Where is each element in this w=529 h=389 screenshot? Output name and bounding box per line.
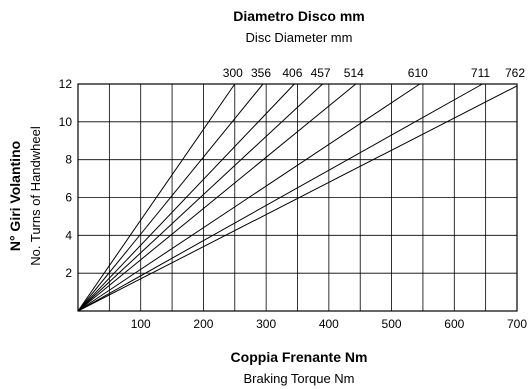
x-axis-sublabel: Braking Torque Nm bbox=[243, 371, 354, 386]
series-line-457 bbox=[77, 83, 323, 312]
series-label-711: 711 bbox=[471, 66, 490, 80]
y-tick-label: 8 bbox=[65, 153, 72, 167]
x-tick-label: 200 bbox=[193, 317, 213, 331]
series-label-762: 762 bbox=[505, 66, 525, 80]
x-tick-labels: 100 200 300 400 500 600 700 bbox=[131, 317, 528, 331]
x-tick-label: 500 bbox=[382, 317, 402, 331]
chart-subtitle: Disc Diameter mm bbox=[246, 30, 353, 45]
series-line-711 bbox=[77, 83, 483, 312]
series-line-610 bbox=[77, 83, 421, 312]
chart-title: Diametro Disco mm bbox=[233, 8, 364, 24]
grid bbox=[78, 84, 517, 311]
x-tick-label: 400 bbox=[319, 317, 339, 331]
x-tick-label: 100 bbox=[131, 317, 151, 331]
series-line-514 bbox=[77, 83, 357, 312]
x-tick-label: 700 bbox=[507, 317, 527, 331]
x-tick-label: 300 bbox=[256, 317, 276, 331]
series-line-406 bbox=[77, 83, 295, 312]
y-tick-labels: 2 4 6 8 10 12 bbox=[59, 77, 73, 280]
y-axis-label: N° Giri Volantino bbox=[7, 141, 23, 251]
series-label-356: 356 bbox=[251, 66, 271, 80]
x-tick-label: 600 bbox=[444, 317, 464, 331]
y-axis-sublabel: No. Turns of Handwheel bbox=[28, 126, 43, 266]
series-lines bbox=[77, 83, 518, 312]
series-labels: 300 356 406 457 514 610 711 762 bbox=[223, 66, 526, 80]
plot-frame bbox=[77, 83, 518, 312]
y-tick-label: 12 bbox=[59, 77, 73, 91]
series-line-356 bbox=[77, 83, 264, 312]
x-axis-label: Coppia Frenante Nm bbox=[231, 349, 368, 365]
series-line-300 bbox=[77, 83, 236, 312]
series-label-457: 457 bbox=[311, 66, 331, 80]
series-label-514: 514 bbox=[344, 66, 364, 80]
series-label-300: 300 bbox=[223, 66, 243, 80]
y-tick-label: 6 bbox=[65, 191, 72, 205]
y-tick-label: 2 bbox=[65, 266, 72, 280]
y-tick-label: 4 bbox=[65, 228, 72, 242]
y-tick-label: 10 bbox=[59, 115, 73, 129]
series-line-762 bbox=[77, 85, 518, 312]
series-label-610: 610 bbox=[408, 66, 428, 80]
series-label-406: 406 bbox=[282, 66, 302, 80]
